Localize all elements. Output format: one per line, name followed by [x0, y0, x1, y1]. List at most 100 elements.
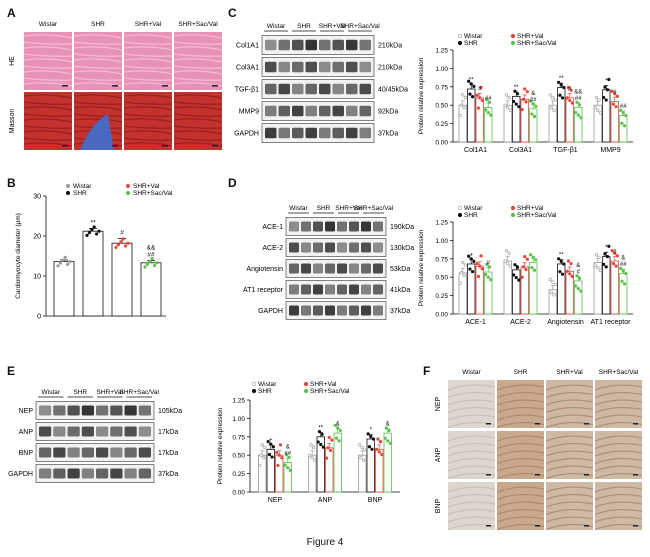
- fiber-streak: [23, 53, 73, 57]
- blot-band: [349, 263, 359, 274]
- legend-marker: [251, 388, 257, 394]
- data-point: [479, 85, 483, 90]
- y-tick-label: 1.00: [435, 238, 448, 245]
- data-point: [512, 273, 516, 277]
- fiber-streak: [23, 77, 73, 81]
- x-category-label: Angiotensin: [547, 319, 584, 326]
- data-point: [521, 97, 526, 101]
- tissue-streak: [496, 443, 545, 450]
- data-point: [479, 254, 483, 258]
- blot-group-label: SHR: [317, 205, 331, 212]
- panel-label-f: F: [423, 364, 431, 378]
- blot-strip: [35, 401, 155, 420]
- tissue-streak: [545, 465, 594, 472]
- data-point: [472, 259, 476, 263]
- bar: [111, 242, 133, 317]
- legend-marker: [457, 212, 463, 218]
- blot-band: [319, 83, 331, 95]
- data-point: [369, 434, 373, 439]
- blot-band: [289, 242, 299, 253]
- significance-mark: ##: [620, 104, 627, 110]
- data-point: [570, 101, 574, 105]
- tissue-streak: [545, 399, 594, 406]
- data-point: [566, 259, 571, 263]
- data-point: [602, 262, 606, 266]
- data-point: [504, 93, 509, 97]
- data-point: [476, 274, 481, 279]
- y-tick-label: 0.25: [435, 293, 448, 300]
- blot-band: [301, 284, 311, 295]
- blot-band: [346, 39, 358, 51]
- blot-band: [39, 426, 52, 437]
- blot-group-label: SHR: [297, 23, 311, 30]
- tissue-streak: [496, 392, 545, 399]
- panel-a-row-label: HE: [9, 56, 16, 66]
- panel-label-a: A: [7, 6, 16, 20]
- data-point: [258, 463, 262, 468]
- tissue-streak: [545, 392, 594, 399]
- blot-band: [67, 426, 80, 437]
- panel-c-chart: 0.00 0.25 0.50 0.75 1.00 1.25 Protein relative…: [415, 28, 645, 168]
- bar: [565, 270, 574, 315]
- significance-mark: ##: [530, 97, 537, 103]
- blot-band: [349, 221, 359, 232]
- blot-band: [39, 468, 52, 479]
- tissue-streak: [545, 501, 594, 508]
- data-point: [286, 466, 290, 470]
- legend-marker: [457, 33, 463, 39]
- data-point: [598, 268, 602, 272]
- tissue-streak: [594, 509, 643, 516]
- blot-band: [325, 221, 335, 232]
- y-tick-label: 20: [33, 234, 41, 241]
- bar: [358, 454, 367, 493]
- data-point: [594, 95, 599, 100]
- blot-band: [53, 426, 66, 437]
- legend-marker: [303, 381, 309, 387]
- panel-f-ihc: Wistar SHR SHR+Val SHR+Sac/Val NEP ANP BNP: [432, 366, 647, 531]
- data-point: [508, 108, 512, 112]
- blot-band: [349, 284, 359, 295]
- blot-band: [67, 468, 80, 479]
- fiber-streak: [73, 94, 123, 99]
- data-point: [475, 261, 479, 266]
- figure-caption: Figure 4: [306, 537, 344, 548]
- tissue-streak: [594, 443, 643, 450]
- y-tick-label: 0.75: [435, 84, 448, 91]
- data-point: [119, 240, 123, 244]
- fiber-streak: [123, 106, 173, 111]
- panel-f-row-label: BNP: [435, 498, 442, 513]
- data-point: [487, 100, 492, 104]
- data-point: [288, 468, 292, 472]
- blot-band: [313, 242, 323, 253]
- data-point: [480, 98, 484, 103]
- data-point: [513, 263, 517, 267]
- blot-protein-label: TGF-β1: [235, 87, 259, 94]
- data-point: [503, 259, 507, 263]
- tissue-streak: [447, 414, 496, 421]
- data-point: [525, 257, 529, 261]
- blot-protein-label: BNP: [19, 450, 34, 457]
- blot-band: [346, 83, 358, 95]
- significance-mark: ##: [620, 262, 627, 268]
- blot-strip: [285, 301, 387, 320]
- legend-label: SHR+Val: [517, 33, 544, 40]
- data-point: [310, 456, 314, 460]
- panel-f-row-label: ANP: [435, 447, 442, 462]
- tissue-streak: [447, 465, 496, 472]
- blot-band: [278, 61, 290, 73]
- significance-mark: &: [621, 256, 625, 262]
- x-category-label: ACE-1: [465, 319, 486, 326]
- bar: [275, 454, 284, 493]
- data-point: [579, 116, 583, 120]
- fiber-streak: [173, 101, 223, 105]
- tissue-streak: [447, 443, 496, 450]
- data-point: [597, 98, 601, 102]
- data-point: [458, 113, 462, 118]
- tissue-streak: [447, 509, 496, 516]
- fiber-streak: [123, 118, 173, 123]
- blot-band: [138, 468, 151, 479]
- panel-label-e: E: [7, 364, 16, 378]
- fiber-streak: [73, 118, 123, 123]
- data-point: [560, 96, 565, 100]
